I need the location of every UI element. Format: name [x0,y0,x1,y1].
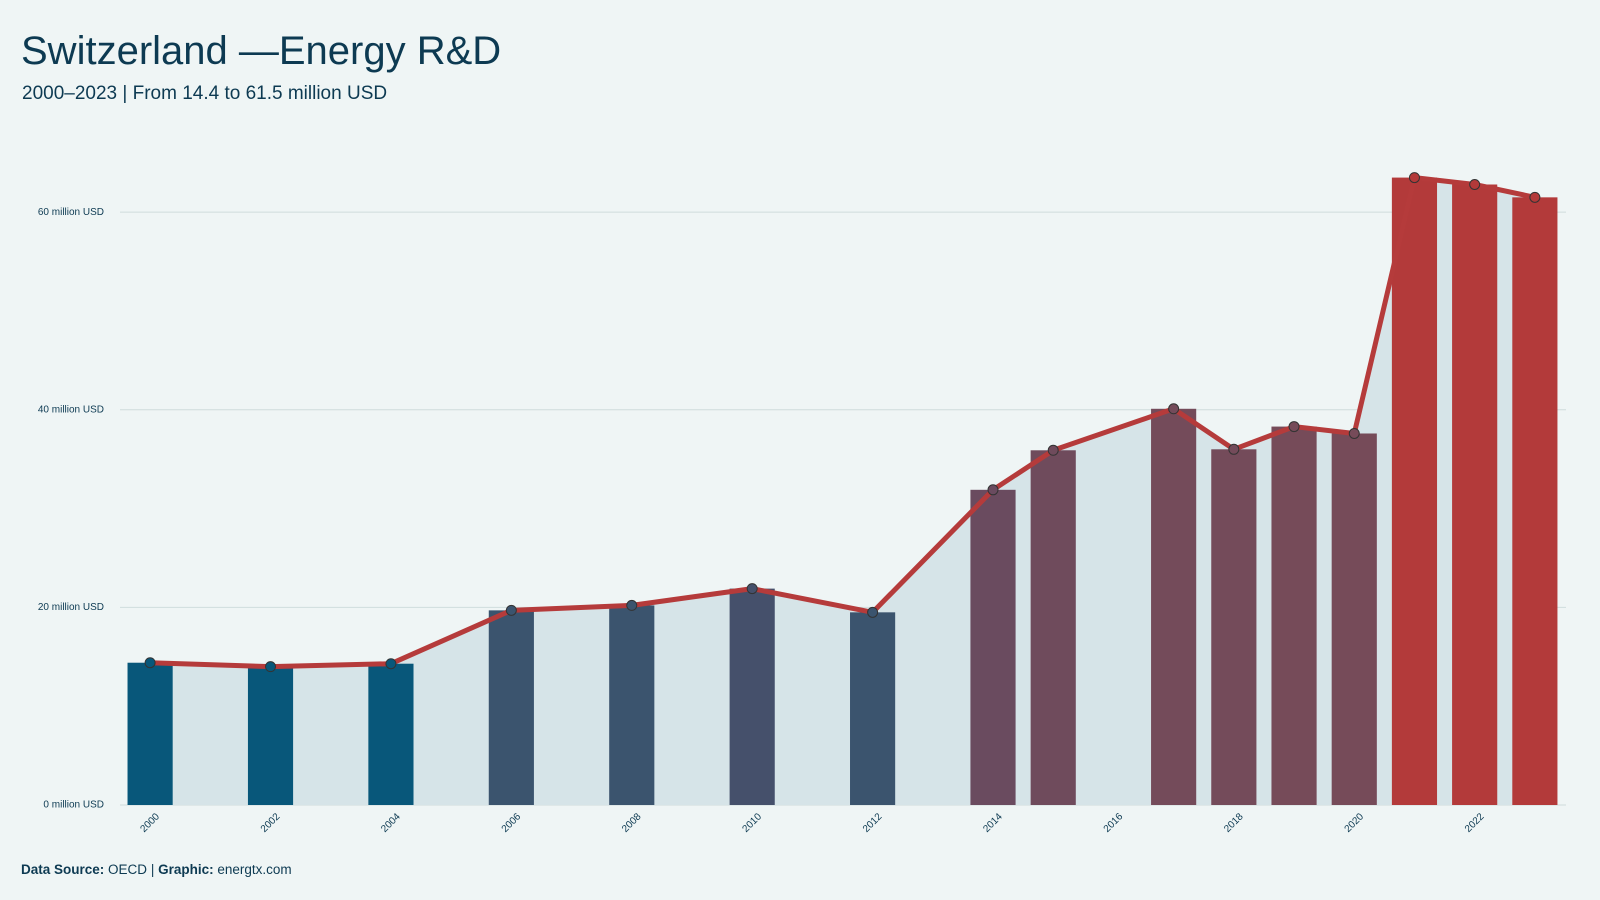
y-tick-label: 0 million USD [43,800,104,811]
point [505,604,517,616]
point [1408,172,1420,184]
bar [609,605,655,805]
point [987,484,999,496]
graphic: energtx.com [217,862,291,877]
point [1288,421,1300,433]
point [867,606,879,618]
point [265,661,277,673]
bar [1211,449,1257,805]
point [1469,178,1481,190]
bar [247,666,294,805]
bar [729,588,775,805]
footer: Data Source: OECD | Graphic: energtx.com [21,862,292,877]
y-tick-label: 20 million USD [38,602,104,613]
bar [1030,450,1076,805]
source: OECD [108,862,147,877]
point [626,599,638,611]
bar [970,489,1016,805]
line [150,175,1536,670]
bar [1452,184,1498,805]
point [1047,444,1059,456]
chart-title: Switzerland —Energy R&D [21,29,501,73]
point [1168,403,1180,415]
bar [368,663,414,805]
graphic-label: Graphic: [158,862,214,877]
y-tick-label: 60 million USD [38,207,104,218]
bar [1391,177,1438,805]
bar [488,610,534,805]
y-tick-label: 40 million USD [38,404,104,415]
chart-subtitle: 2000–2023 | From 14.4 to 61.5 million US… [22,83,387,104]
point [1228,443,1240,455]
point [144,657,156,669]
separator: | [151,862,155,877]
bar [1271,426,1317,805]
point [385,658,397,670]
bar [1151,408,1197,805]
point [746,583,758,595]
bar [1331,433,1377,805]
point [1529,191,1541,203]
point [1348,427,1360,439]
bar [1512,197,1558,806]
source-label: Data Source: [21,862,104,877]
bar [850,612,896,805]
bar [127,662,173,805]
